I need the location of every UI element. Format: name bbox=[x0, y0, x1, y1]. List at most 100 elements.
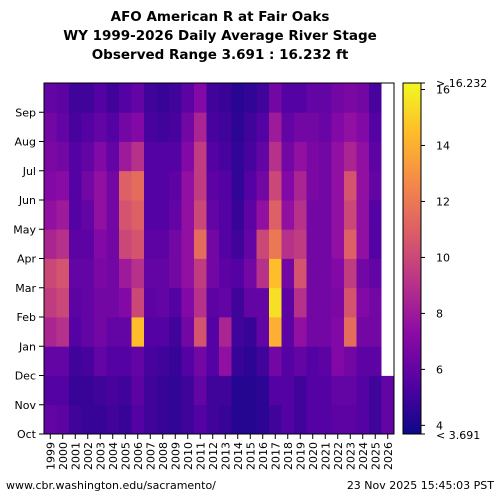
heatmap-cell bbox=[356, 112, 370, 142]
heatmap-cell bbox=[256, 258, 270, 289]
heatmap-cell bbox=[106, 200, 120, 230]
heatmap-cell bbox=[331, 141, 345, 172]
heatmap-cell bbox=[219, 200, 232, 230]
heatmap-cell bbox=[269, 170, 282, 201]
heatmap-cell bbox=[231, 83, 245, 113]
y-tick-label: Mar bbox=[15, 282, 36, 295]
heatmap-cell bbox=[44, 170, 57, 201]
heatmap-cell bbox=[231, 200, 245, 230]
heatmap-cell bbox=[356, 287, 370, 318]
heatmap-cell bbox=[131, 258, 145, 289]
x-tick-label: 2000 bbox=[57, 442, 70, 470]
heatmap-cell bbox=[44, 229, 57, 259]
heatmap-cell bbox=[281, 317, 295, 347]
heatmap-cell bbox=[69, 112, 82, 142]
heatmap-cell bbox=[319, 112, 332, 142]
heatmap-cell bbox=[94, 229, 107, 259]
heatmap-cell bbox=[319, 170, 332, 201]
heatmap-cell bbox=[131, 200, 145, 230]
heatmap-cell bbox=[181, 287, 195, 318]
x-tick-label: 2001 bbox=[69, 442, 82, 470]
heatmap-cell bbox=[306, 404, 320, 435]
heatmap-cell bbox=[269, 83, 282, 113]
heatmap-cell bbox=[131, 404, 145, 435]
heatmap-cell bbox=[181, 170, 195, 201]
heatmap-cell bbox=[56, 83, 70, 113]
heatmap-cell bbox=[119, 112, 132, 142]
x-tick-label: 1999 bbox=[44, 442, 57, 470]
heatmap-cell bbox=[244, 112, 257, 142]
heatmap-cell bbox=[344, 83, 357, 113]
x-tick-label: 2004 bbox=[107, 442, 120, 470]
heatmap-cell bbox=[269, 287, 282, 318]
heatmap-cell bbox=[381, 258, 395, 289]
heatmap-cell bbox=[69, 170, 82, 201]
heatmap-cell bbox=[256, 83, 270, 113]
x-tick-label: 2007 bbox=[144, 442, 157, 470]
heatmap-cell bbox=[381, 287, 395, 318]
heatmap-cell bbox=[144, 287, 157, 318]
heatmap-cell bbox=[244, 317, 257, 347]
heatmap-cell bbox=[69, 83, 82, 113]
heatmap-cell bbox=[181, 83, 195, 113]
heatmap-cell bbox=[256, 404, 270, 435]
heatmap-cell bbox=[294, 258, 307, 289]
heatmap-cell bbox=[56, 141, 70, 172]
heatmap-cell bbox=[381, 83, 395, 113]
x-axis: 1999 2000 2001 2002 2003 2004 2005 2006 2007 2008… bbox=[44, 434, 395, 470]
heatmap-cell bbox=[194, 346, 207, 376]
heatmap-cell bbox=[94, 83, 107, 113]
heatmap-cell bbox=[231, 170, 245, 201]
heatmap-cell bbox=[119, 141, 132, 172]
heatmap-cell bbox=[381, 229, 395, 259]
heatmap-cell bbox=[131, 112, 145, 142]
heatmap-cell bbox=[269, 112, 282, 142]
heatmap-cell bbox=[231, 112, 245, 142]
colorbar-min-label: < 3.691 bbox=[436, 429, 480, 442]
heatmap-cell bbox=[306, 170, 320, 201]
heatmap-cell bbox=[194, 141, 207, 172]
y-tick-label: Sep bbox=[15, 106, 36, 119]
heatmap-cell bbox=[69, 346, 82, 376]
heatmap-cell bbox=[356, 375, 370, 406]
x-tick-label: 2013 bbox=[219, 442, 232, 470]
heatmap-cell bbox=[106, 170, 120, 201]
heatmap-cell bbox=[244, 170, 257, 201]
heatmap-cell bbox=[81, 200, 95, 230]
heatmap-cell bbox=[144, 229, 157, 259]
heatmap-cell bbox=[294, 229, 307, 259]
heatmap-cell bbox=[331, 170, 345, 201]
heatmap-cell bbox=[281, 170, 295, 201]
heatmap-cell bbox=[81, 317, 95, 347]
heatmap-cell bbox=[119, 375, 132, 406]
heatmap-cell bbox=[144, 170, 157, 201]
heatmap-cell bbox=[381, 112, 395, 142]
heatmap-cell bbox=[206, 258, 220, 289]
heatmap-cells bbox=[44, 83, 395, 435]
chart-title-line-1: AFO American R at Fair Oaks bbox=[110, 9, 330, 25]
heatmap-cell bbox=[131, 141, 145, 172]
heatmap-cell bbox=[281, 258, 295, 289]
heatmap-cell bbox=[356, 404, 370, 435]
x-tick-label: 2011 bbox=[194, 442, 207, 470]
heatmap-cell bbox=[119, 404, 132, 435]
heatmap-cell bbox=[244, 200, 257, 230]
heatmap-cell bbox=[106, 375, 120, 406]
heatmap-cell bbox=[194, 287, 207, 318]
colorbar-tick-label: 10 bbox=[436, 251, 450, 264]
heatmap-cell bbox=[256, 112, 270, 142]
heatmap-cell bbox=[169, 258, 182, 289]
heatmap-cell bbox=[181, 317, 195, 347]
heatmap-cell bbox=[169, 404, 182, 435]
colorbar-tick-label: 12 bbox=[436, 195, 450, 208]
heatmap-cell bbox=[244, 83, 257, 113]
heatmap-cell bbox=[219, 141, 232, 172]
heatmap-cell bbox=[156, 346, 170, 376]
heatmap-cell bbox=[56, 112, 70, 142]
y-tick-label: May bbox=[13, 223, 36, 236]
heatmap-cell bbox=[69, 141, 82, 172]
heatmap-cell bbox=[206, 141, 220, 172]
heatmap-cell bbox=[44, 83, 57, 113]
heatmap-cell bbox=[306, 83, 320, 113]
